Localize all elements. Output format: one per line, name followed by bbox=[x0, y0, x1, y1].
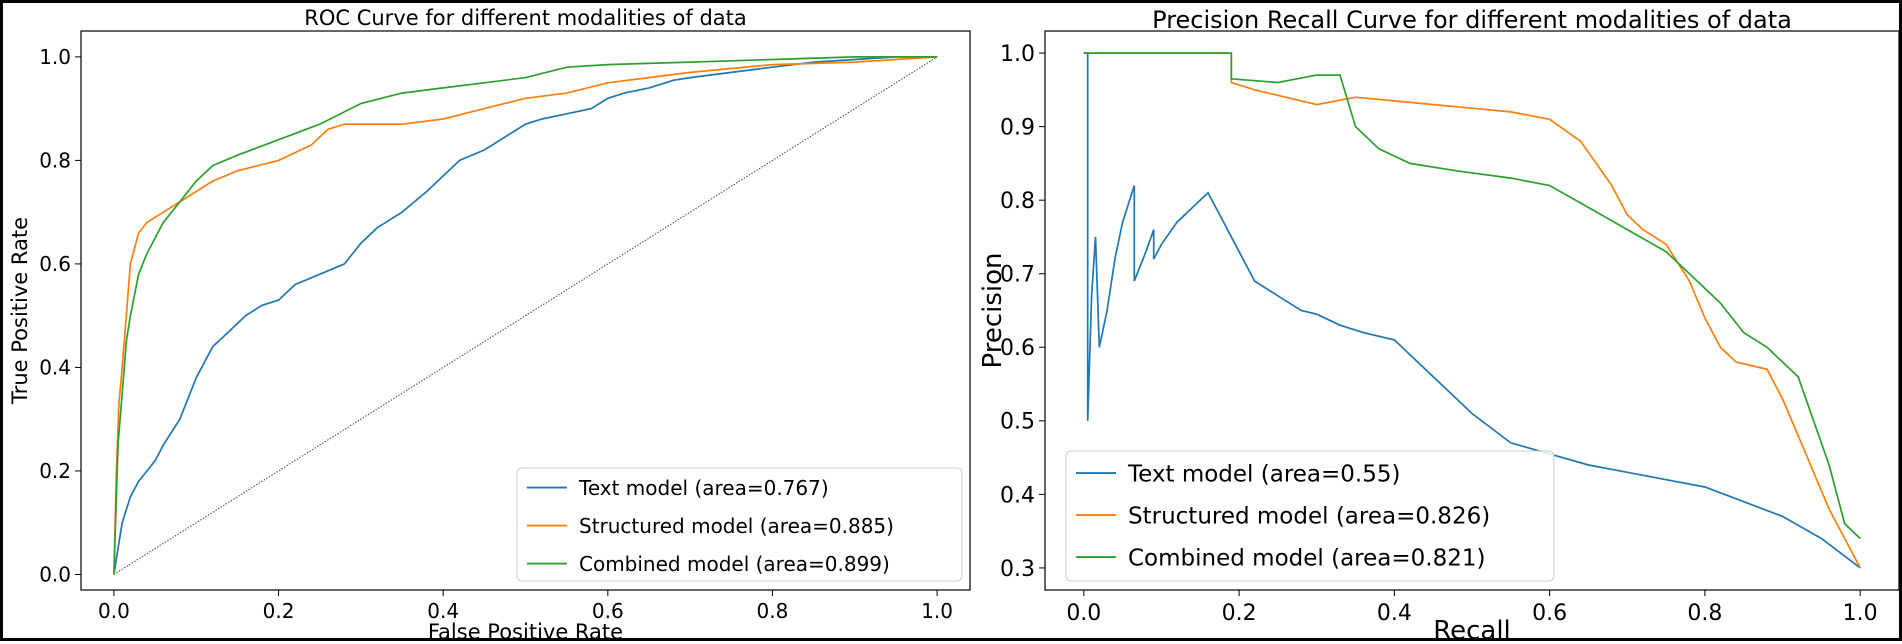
legend-label-structured: Structured model (area=0.885) bbox=[579, 514, 894, 538]
x-tick-label: 0.0 bbox=[1066, 601, 1101, 626]
y-tick-label: 0.0 bbox=[39, 563, 71, 587]
x-tick-label: 0.8 bbox=[757, 599, 789, 623]
legend-label-text: Text model (area=0.55) bbox=[1127, 461, 1400, 487]
x-tick-label: 0.2 bbox=[263, 599, 295, 623]
y-tick-label: 0.5 bbox=[1000, 410, 1035, 435]
y-tick-label: 0.4 bbox=[1000, 483, 1035, 508]
pr-chart: 0.0 0.2 0.4 0.6 0.8 1.0 0.3 0.4 0.5 0.6 0.7 0.8 0.9 1… bbox=[978, 6, 1900, 644]
y-tick-label: 1.0 bbox=[1000, 42, 1035, 67]
x-tick-label: 0.8 bbox=[1687, 601, 1722, 626]
axes-frame bbox=[1044, 30, 1900, 591]
series-line-text bbox=[1083, 52, 1861, 569]
chart-title: Precision Recall Curve for different mod… bbox=[1152, 6, 1792, 34]
y-tick-label: 0.8 bbox=[39, 149, 71, 173]
y-axis-label: Precision bbox=[978, 252, 1008, 368]
legend-box bbox=[516, 467, 963, 582]
axes-frame bbox=[80, 30, 971, 591]
series-line-structured bbox=[1083, 52, 1861, 569]
x-axis-label: Recall bbox=[1433, 616, 1511, 644]
series-line-text bbox=[113, 56, 938, 575]
legend-box bbox=[1065, 450, 1555, 582]
y-tick-label: 0.7 bbox=[1000, 263, 1035, 288]
y-tick-label: 0.4 bbox=[39, 356, 71, 380]
legend: Text model (area=0.767) Structured model … bbox=[516, 467, 963, 582]
chance-diagonal-line bbox=[113, 56, 938, 575]
series-line-combined bbox=[113, 56, 938, 575]
x-tick-label: 0.2 bbox=[1222, 601, 1257, 626]
x-axis-label: False Positive Rate bbox=[428, 620, 623, 644]
x-tick-label: 0.0 bbox=[98, 599, 130, 623]
y-tick-label: 0.6 bbox=[1000, 336, 1035, 361]
legend-label-combined: Combined model (area=0.821) bbox=[1128, 545, 1485, 571]
y-tick-label: 0.2 bbox=[39, 459, 71, 483]
y-tick-label: 0.3 bbox=[1000, 557, 1035, 582]
y-tick-label: 0.6 bbox=[39, 252, 71, 276]
x-tick-label: 0.6 bbox=[592, 599, 624, 623]
legend-label-text: Text model (area=0.767) bbox=[578, 476, 829, 500]
legend-label-combined: Combined model (area=0.899) bbox=[579, 552, 890, 576]
legend-label-structured: Structured model (area=0.826) bbox=[1128, 503, 1490, 529]
series-line-combined bbox=[1083, 52, 1861, 540]
roc-chart: 0.0 0.2 0.4 0.6 0.8 1.0 0.0 0.2 0.4 0.6 0.8 1.0 ROC … bbox=[8, 6, 971, 644]
y-tick-label: 0.8 bbox=[1000, 189, 1035, 214]
legend: Text model (area=0.55) Structured model (… bbox=[1065, 450, 1555, 582]
x-tick-label: 0.6 bbox=[1532, 601, 1567, 626]
y-tick-label: 0.9 bbox=[1000, 116, 1035, 141]
series-line-structured bbox=[113, 56, 938, 575]
figure-canvas: 0.0 0.2 0.4 0.6 0.8 1.0 0.0 0.2 0.4 0.6 0.8 1.0 ROC … bbox=[8, 6, 1900, 644]
y-tick-label: 1.0 bbox=[39, 45, 71, 69]
x-tick-label: 0.4 bbox=[1377, 601, 1412, 626]
x-tick-label: 1.0 bbox=[921, 599, 953, 623]
y-axis-label: True Positive Rate bbox=[8, 217, 32, 405]
x-tick-label: 1.0 bbox=[1843, 601, 1878, 626]
x-tick-label: 0.4 bbox=[427, 599, 459, 623]
chart-title: ROC Curve for different modalities of da… bbox=[304, 6, 747, 30]
